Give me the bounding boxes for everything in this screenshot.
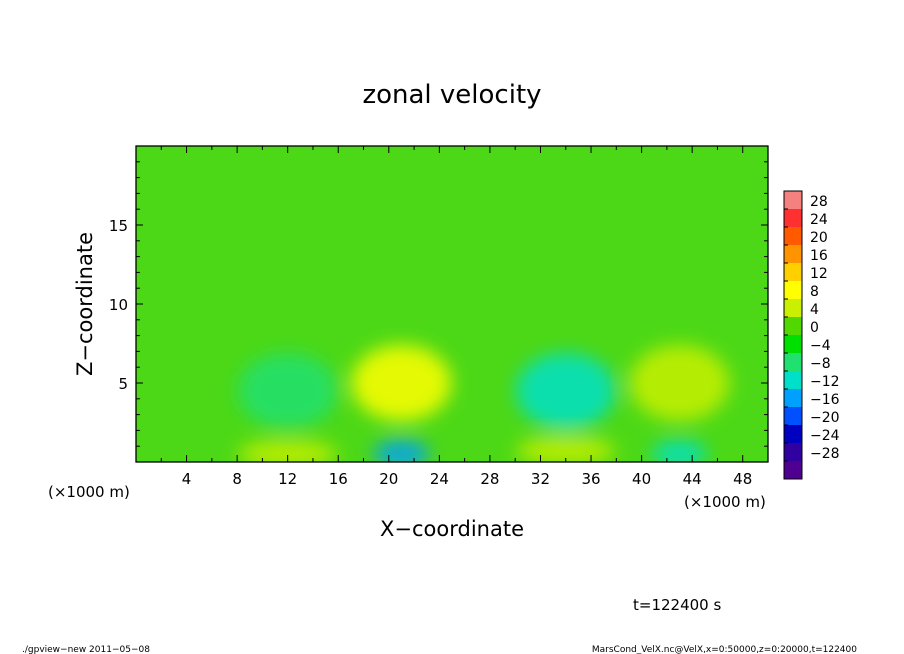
colorbar-swatch xyxy=(784,245,802,263)
colorbar: 28 24 20 16 12 8 4 0 −4 −8 −12 −16 −20 −24 −28 xyxy=(783,190,840,480)
x-axis-ticks: 4 8 12 16 20 24 28 32 36 40 44 48 xyxy=(160,146,752,488)
field-features xyxy=(237,345,730,462)
colorbar-label: 24 xyxy=(810,212,828,228)
colorbar-label: 8 xyxy=(810,284,819,300)
x-tick-label: 48 xyxy=(733,470,752,488)
colorbar-swatch xyxy=(784,281,802,299)
colorbar-label: −12 xyxy=(810,374,840,390)
x-tick-label: 8 xyxy=(232,470,242,488)
colorbar-swatch xyxy=(784,299,802,317)
x-tick-label: 24 xyxy=(430,470,449,488)
y-axis-label: Z−coordinate xyxy=(73,232,97,376)
colorbar-swatch xyxy=(784,407,802,425)
colorbar-label: 4 xyxy=(810,302,819,318)
colorbar-swatch xyxy=(784,317,802,335)
x-unit-right: (×1000 m) xyxy=(684,493,766,511)
x-axis-label: X−coordinate xyxy=(380,517,524,541)
field-blob-negative xyxy=(373,440,430,462)
x-tick-label: 32 xyxy=(531,470,550,488)
field-blob-negative xyxy=(651,440,708,462)
x-tick-label: 20 xyxy=(379,470,398,488)
colorbar-label: 20 xyxy=(810,230,828,246)
field-blob-negative xyxy=(237,352,338,429)
colorbar-label: 28 xyxy=(810,194,828,210)
colorbar-label: −24 xyxy=(810,428,840,444)
y-axis-ticks: 5 10 15 xyxy=(109,161,768,447)
colorbar-swatch xyxy=(784,353,802,371)
x-tick-label: 12 xyxy=(278,470,297,488)
x-tick-label: 36 xyxy=(581,470,600,488)
colorbar-label: −20 xyxy=(810,410,840,426)
chart-title: zonal velocity xyxy=(362,80,541,110)
colorbar-label: −28 xyxy=(810,446,840,462)
y-tick-label: 15 xyxy=(109,217,128,235)
colorbar-label: 12 xyxy=(810,266,828,282)
footer-right: MarsCond_VelX.nc@VelX,x=0:50000,z=0:2000… xyxy=(592,645,857,654)
field-blob-negative xyxy=(515,352,616,429)
x-tick-label: 16 xyxy=(329,470,348,488)
colorbar-label: −8 xyxy=(810,356,831,372)
field-blob-positive xyxy=(629,345,730,421)
colorbar-swatch xyxy=(784,461,802,479)
colorbar-label: 0 xyxy=(810,320,819,336)
y-tick-label: 10 xyxy=(109,296,128,314)
x-tick-label: 44 xyxy=(683,470,702,488)
x-tick-label: 40 xyxy=(632,470,651,488)
y-tick-label: 5 xyxy=(118,375,128,393)
colorbar-swatch xyxy=(784,371,802,389)
colorbar-label: 16 xyxy=(810,248,828,264)
colorbar-swatch xyxy=(784,335,802,353)
time-label: t=122400 s xyxy=(633,596,721,614)
colorbar-label: −4 xyxy=(810,338,831,354)
plot-area xyxy=(136,146,768,462)
field-blob-positive xyxy=(351,345,452,421)
colorbar-swatch xyxy=(784,425,802,443)
x-unit-left: (×1000 m) xyxy=(48,483,130,501)
colorbar-swatch xyxy=(784,191,802,209)
colorbar-label: −16 xyxy=(810,392,840,408)
field-blob-positive xyxy=(237,440,338,462)
x-tick-label: 28 xyxy=(480,470,499,488)
colorbar-swatch xyxy=(784,227,802,245)
colorbar-swatch xyxy=(784,389,802,407)
colorbar-swatch xyxy=(784,263,802,281)
footer-left: ./gpview−new 2011−05−08 xyxy=(22,645,150,654)
colorbar-swatch xyxy=(784,443,802,461)
colorbar-swatch xyxy=(784,209,802,227)
x-tick-label: 4 xyxy=(182,470,192,488)
